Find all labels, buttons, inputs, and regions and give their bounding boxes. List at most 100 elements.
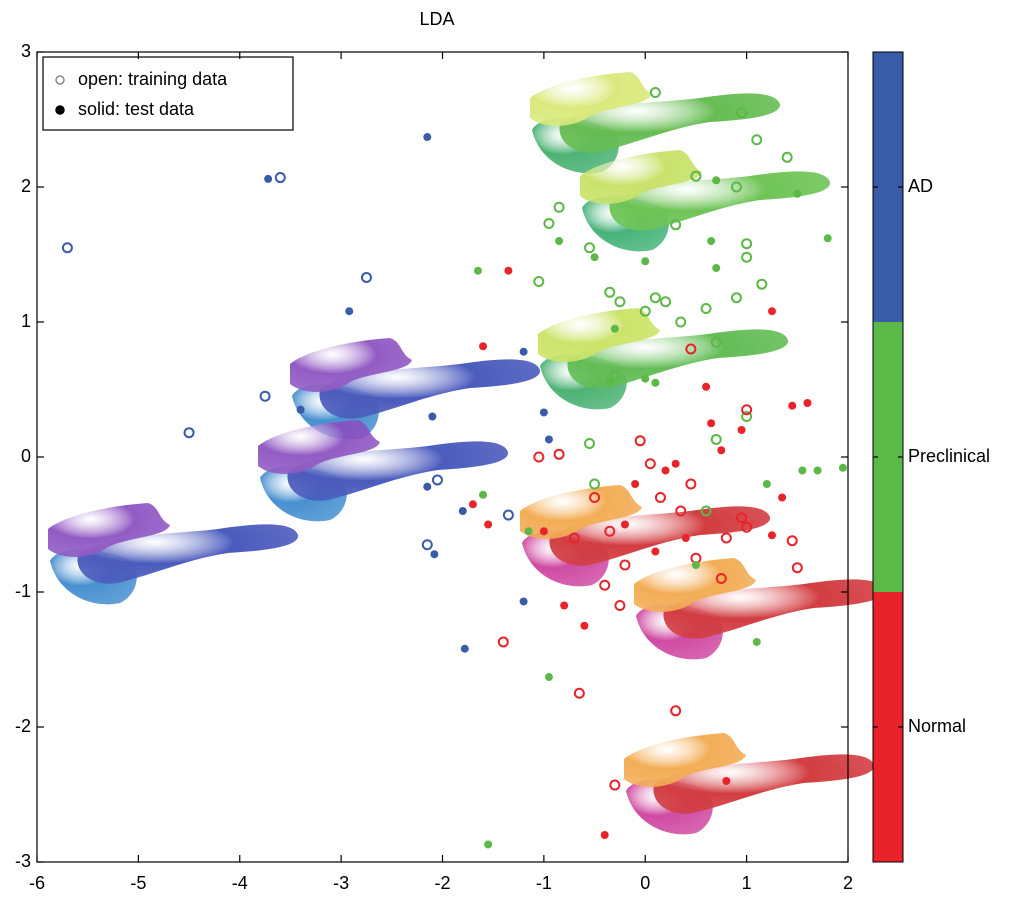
test-point — [767, 307, 776, 316]
training-point — [614, 600, 626, 611]
training-point — [741, 404, 753, 416]
test-point — [430, 550, 439, 559]
brain — [580, 150, 831, 252]
test-point — [484, 840, 493, 849]
test-point — [788, 401, 797, 410]
chart-title: LDA — [419, 9, 454, 29]
training-point — [604, 525, 616, 537]
training-point — [259, 390, 271, 402]
test-point — [458, 507, 467, 515]
test-point — [767, 531, 776, 540]
training-point — [685, 343, 697, 355]
x-tick-label: -3 — [333, 873, 349, 893]
training-point — [741, 521, 753, 533]
test-point — [641, 257, 650, 266]
training-point — [61, 242, 73, 254]
test-point — [428, 412, 437, 421]
training-point — [670, 705, 682, 717]
training-point — [700, 505, 712, 517]
brain — [258, 420, 509, 522]
training-point — [639, 305, 651, 317]
test-point — [473, 266, 482, 275]
training-point — [685, 478, 697, 490]
test-point — [712, 176, 721, 185]
training-point — [589, 478, 601, 490]
test-point — [631, 480, 640, 488]
brain-upper — [580, 150, 702, 204]
training-point — [741, 251, 753, 263]
training-point — [183, 427, 195, 439]
test-point — [823, 234, 832, 243]
training-point — [533, 276, 545, 287]
test-point — [590, 253, 599, 262]
x-tick-label: -5 — [130, 873, 146, 893]
x-tick-label: -2 — [434, 873, 450, 893]
test-point — [524, 527, 533, 536]
training-point — [533, 451, 545, 463]
training-point — [751, 134, 763, 146]
training-point — [497, 636, 509, 648]
test-point — [798, 466, 807, 475]
x-tick-label: 0 — [640, 873, 650, 893]
training-point — [736, 107, 748, 119]
training-point — [599, 579, 611, 591]
test-point — [468, 500, 477, 509]
training-point — [543, 217, 555, 229]
test-point — [555, 237, 564, 245]
training-point — [421, 539, 433, 551]
brain-upper — [538, 308, 660, 362]
test-point — [560, 601, 569, 610]
training-point — [736, 512, 748, 524]
test-point — [460, 644, 469, 653]
test-point — [539, 408, 548, 417]
legend-marker — [55, 75, 65, 85]
colorbar-frame — [872, 51, 904, 863]
training-point — [649, 292, 661, 304]
test-point — [264, 174, 273, 183]
training-point — [741, 411, 753, 422]
brain — [530, 72, 781, 174]
training-point — [583, 438, 595, 449]
brain — [624, 733, 875, 835]
test-point — [620, 520, 629, 529]
test-point — [702, 382, 711, 391]
colorbar-label: AD — [908, 176, 933, 196]
x-tick-label: -4 — [232, 873, 248, 893]
training-point — [660, 296, 672, 308]
brain-upper — [258, 420, 380, 474]
test-point — [296, 405, 305, 414]
legend-box — [42, 56, 294, 131]
training-point — [791, 562, 803, 574]
training-point — [634, 435, 646, 447]
x-tick-label: -6 — [29, 873, 45, 893]
brain-renderings — [48, 72, 885, 835]
training-point — [553, 448, 565, 460]
training-point — [360, 271, 372, 283]
training-point — [654, 492, 666, 503]
training-point — [675, 316, 687, 328]
brain — [48, 503, 299, 605]
test-point — [671, 459, 680, 468]
brain-upper — [530, 72, 652, 126]
training-point — [700, 303, 712, 314]
test-point — [762, 480, 771, 488]
training-point — [649, 87, 661, 98]
brain — [520, 485, 771, 587]
test-point — [722, 777, 731, 785]
training-point — [553, 201, 565, 213]
training-point — [741, 238, 753, 250]
y-tick-label: 2 — [21, 176, 31, 196]
training-point — [710, 336, 722, 348]
brain-upper — [48, 503, 170, 557]
training-point — [781, 151, 793, 163]
y-tick-label: -3 — [15, 851, 31, 871]
test-point — [484, 520, 493, 529]
training-point — [715, 573, 727, 584]
test-point — [661, 466, 670, 475]
training-point — [756, 278, 768, 290]
brain — [538, 308, 789, 410]
points — [61, 87, 847, 849]
test-point — [504, 266, 513, 275]
training-point — [609, 370, 621, 382]
